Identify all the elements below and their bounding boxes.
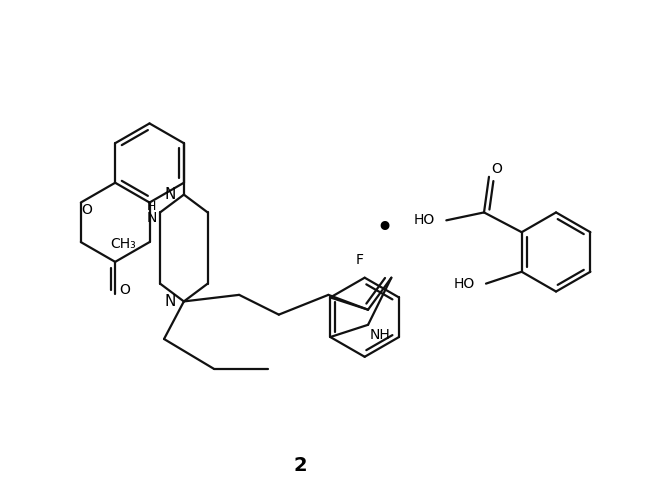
Text: O: O	[120, 282, 131, 296]
Text: NH: NH	[370, 328, 390, 342]
Text: HO: HO	[454, 276, 475, 290]
Text: O: O	[81, 204, 92, 218]
Text: N: N	[146, 212, 157, 226]
Text: HO: HO	[414, 214, 435, 228]
Text: O: O	[491, 162, 502, 176]
Text: N: N	[164, 294, 176, 309]
Text: H: H	[146, 200, 156, 213]
Text: •: •	[375, 214, 394, 242]
Text: F: F	[356, 253, 364, 267]
Text: 2: 2	[294, 456, 307, 475]
Text: CH₃: CH₃	[111, 237, 136, 251]
Text: N: N	[164, 187, 176, 202]
